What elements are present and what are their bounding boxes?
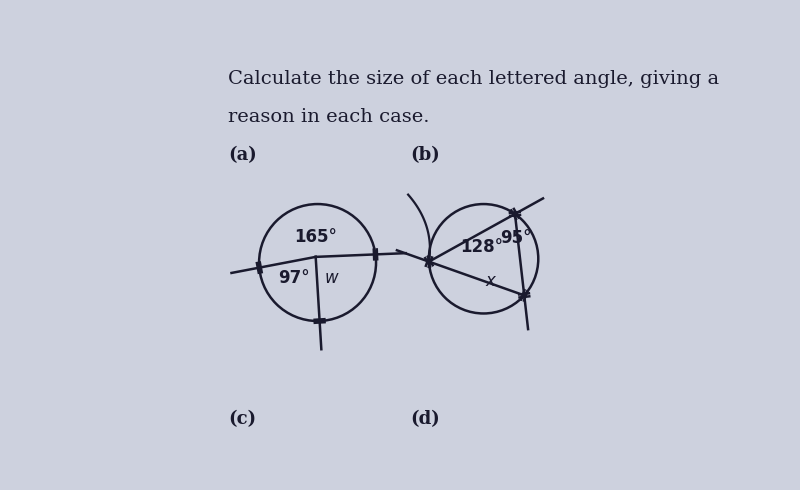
Text: (d): (d) xyxy=(410,410,440,428)
Text: x: x xyxy=(486,272,495,291)
Text: (c): (c) xyxy=(228,410,256,428)
Text: reason in each case.: reason in each case. xyxy=(228,108,430,126)
Text: 95°: 95° xyxy=(500,229,531,247)
Text: 128°: 128° xyxy=(460,239,503,256)
Text: (b): (b) xyxy=(410,146,440,164)
Text: Calculate the size of each lettered angle, giving a: Calculate the size of each lettered angl… xyxy=(228,70,719,88)
Text: 97°: 97° xyxy=(278,269,310,287)
Text: w: w xyxy=(325,269,338,287)
Text: (a): (a) xyxy=(228,146,257,164)
Text: 165°: 165° xyxy=(294,228,337,246)
